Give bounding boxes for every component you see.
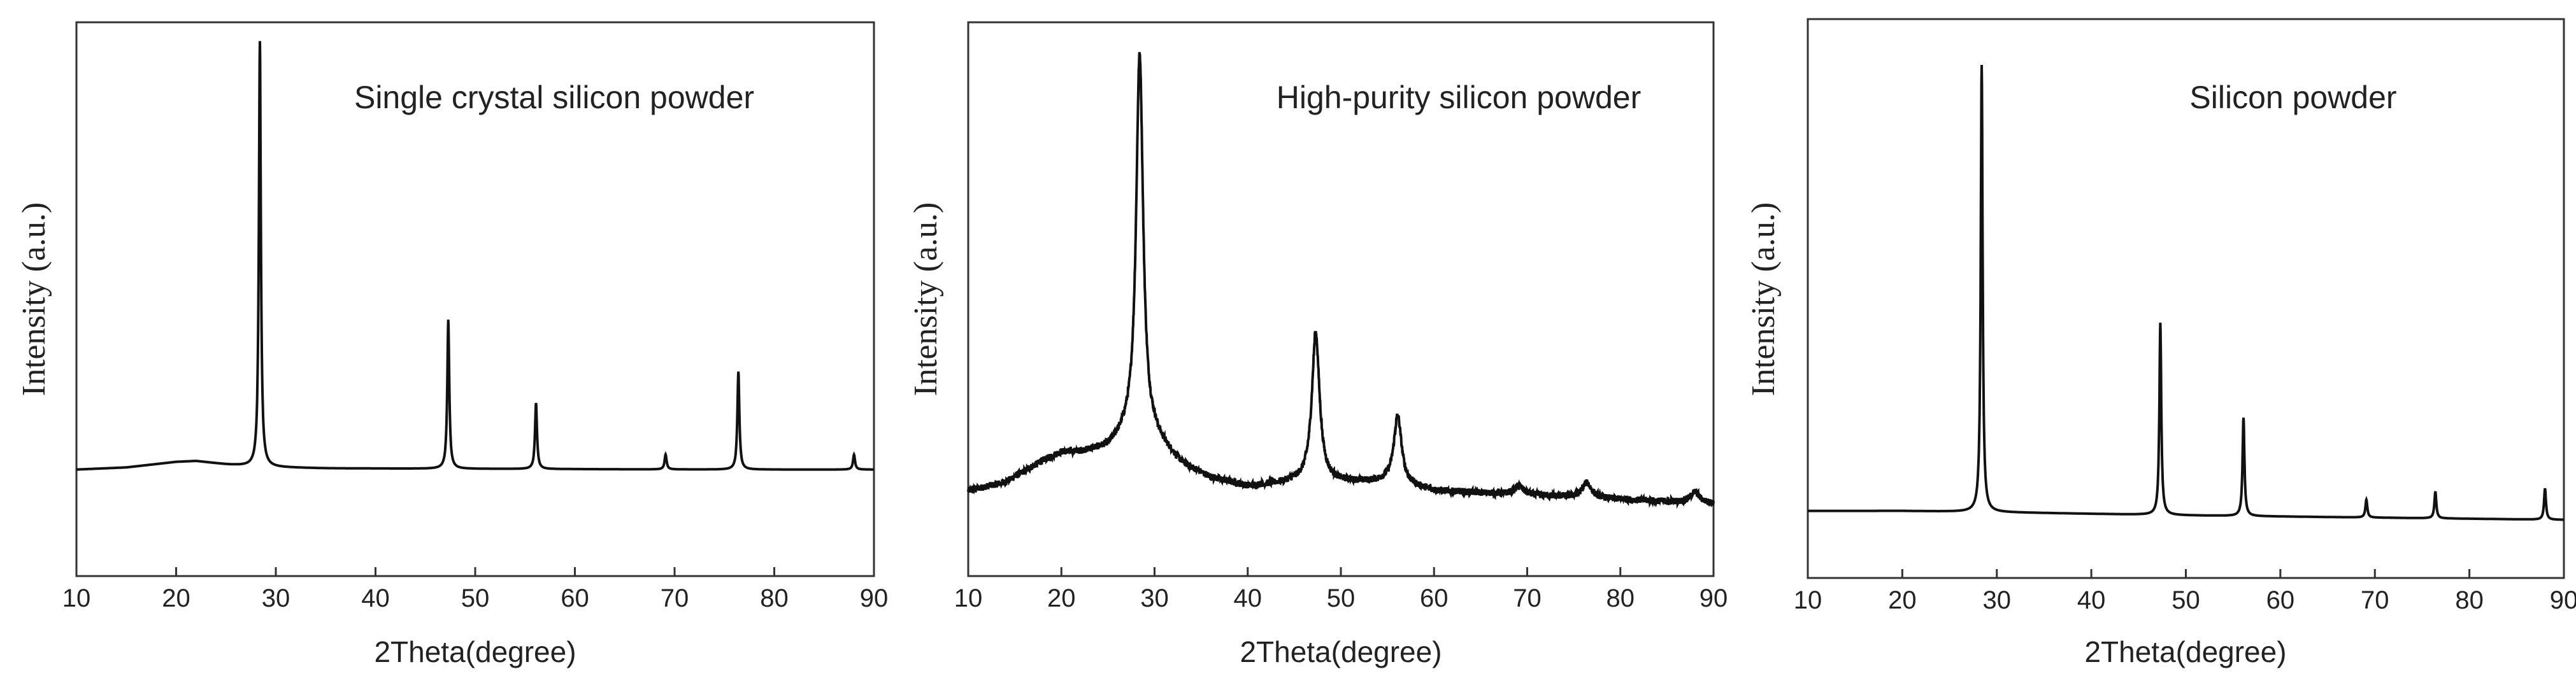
x-axis-ticks: 10 20 30 40 50 60 70 80 90 [62, 567, 889, 612]
x-tick-label: 40 [361, 584, 390, 612]
y-axis-title: Intensity (a.u.) [908, 202, 944, 397]
x-tick-label: 80 [2455, 586, 2484, 614]
x-tick-label: 30 [262, 584, 290, 612]
panel-high-purity: High-purity silicon powder 10 20 30 40 50 60 7… [908, 21, 1728, 668]
x-tick-label: 30 [1140, 584, 1169, 612]
x-tick-label: 70 [1513, 584, 1542, 612]
x-tick-label: 90 [860, 584, 889, 612]
x-tick-label: 50 [461, 584, 490, 612]
x-tick-label: 70 [661, 584, 689, 612]
x-axis-title: 2Theta(degree) [2084, 635, 2286, 668]
x-axis-ticks: 10 20 30 40 50 60 70 80 90 [1794, 569, 2576, 614]
x-tick-label: 40 [1234, 584, 1263, 612]
x-tick-label: 60 [1420, 584, 1449, 612]
x-tick-label: 80 [760, 584, 789, 612]
panel-title: High-purity silicon powder [1277, 80, 1641, 115]
x-tick-label: 10 [1794, 586, 1822, 614]
x-axis-ticks: 10 20 30 40 50 60 70 80 90 [954, 567, 1728, 612]
panel-title: Single crystal silicon powder [354, 80, 754, 115]
x-tick-label: 90 [1699, 584, 1728, 612]
x-tick-label: 60 [2266, 586, 2295, 614]
panel-silicon-powder: Silicon powder 10 20 30 40 50 60 70 80 90 2Theta… [1745, 18, 2576, 668]
y-axis-title: Intensity (a.u.) [16, 202, 52, 397]
x-tick-label: 90 [2550, 586, 2576, 614]
x-tick-label: 20 [162, 584, 190, 612]
panel-single-crystal: Single crystal silicon powder 10 20 30 40 50… [16, 21, 889, 668]
x-tick-label: 70 [2361, 586, 2389, 614]
x-tick-label: 10 [954, 584, 983, 612]
x-tick-label: 50 [1327, 584, 1356, 612]
x-axis-title: 2Theta(degree) [374, 635, 576, 668]
y-axis-title: Intensity (a.u.) [1745, 202, 1782, 397]
x-tick-label: 10 [62, 584, 91, 612]
xrd-pattern-line [967, 52, 1715, 509]
x-tick-label: 50 [2172, 586, 2200, 614]
x-tick-label: 20 [1047, 584, 1076, 612]
panel-title: Silicon powder [2189, 80, 2396, 115]
xrd-pattern-line [76, 41, 874, 471]
x-tick-label: 30 [1983, 586, 2012, 614]
x-axis-title: 2Theta(degree) [1240, 635, 1442, 668]
x-tick-label: 80 [1606, 584, 1635, 612]
x-tick-label: 20 [1888, 586, 1917, 614]
x-tick-label: 40 [2077, 586, 2106, 614]
xrd-pattern-line [1808, 64, 2564, 521]
x-tick-label: 60 [561, 584, 589, 612]
